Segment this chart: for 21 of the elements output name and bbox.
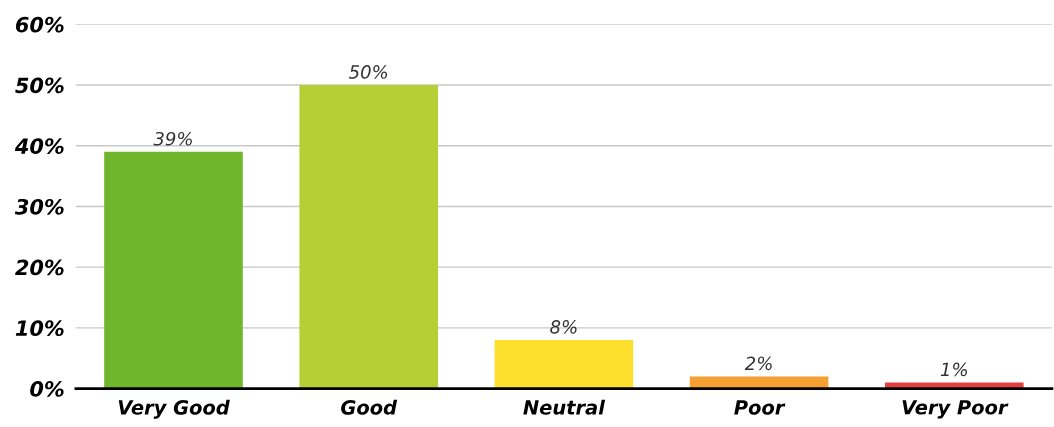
y-tick-label: 60%: [15, 16, 64, 33]
bar: [299, 85, 438, 389]
data-label: 8%: [550, 320, 577, 334]
y-tick-label: 40%: [14, 138, 64, 154]
y-tick-label: 20%: [15, 259, 64, 276]
x-tick-label: Poor: [734, 400, 786, 415]
y-tick-label: 50%: [15, 77, 64, 94]
data-label: 2%: [744, 356, 772, 371]
x-tick-label: Neutral: [523, 399, 606, 415]
y-tick-label: 0%: [30, 381, 64, 397]
y-tick-label: 10%: [15, 320, 64, 337]
x-tick-label: Very Poor: [902, 400, 1009, 419]
x-tick-label: Very Good: [118, 399, 230, 419]
bar: [689, 376, 829, 389]
bar: [494, 340, 634, 389]
y-tick-label: 30%: [14, 198, 64, 215]
data-label: 50%: [348, 65, 388, 79]
data-label: 39%: [153, 131, 192, 146]
x-tick-label: Good: [341, 399, 398, 415]
bar: [104, 151, 243, 389]
data-label: 1%: [940, 362, 967, 377]
